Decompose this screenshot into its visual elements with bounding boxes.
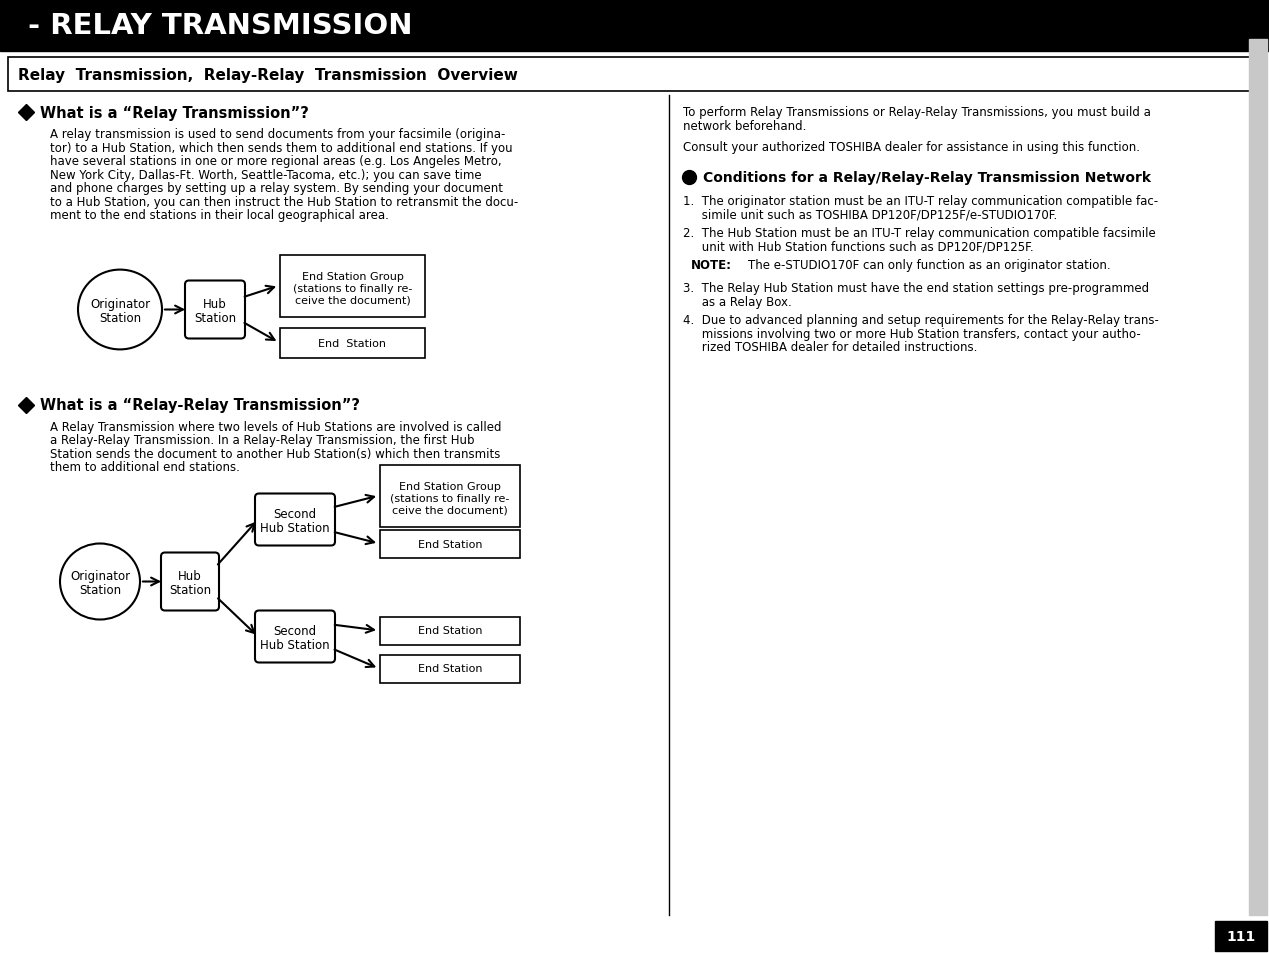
Text: ceive the document): ceive the document) (392, 505, 508, 515)
Text: A Relay Transmission where two levels of Hub Stations are involved is called: A Relay Transmission where two levels of… (49, 420, 501, 433)
Text: Hub: Hub (178, 569, 202, 582)
Text: Station: Station (169, 583, 211, 597)
Text: have several stations in one or more regional areas (e.g. Los Angeles Metro,: have several stations in one or more reg… (49, 154, 501, 168)
Text: them to additional end stations.: them to additional end stations. (49, 460, 240, 474)
Bar (379, 530, 520, 558)
Text: What is a “Relay-Relay Transmission”?: What is a “Relay-Relay Transmission”? (41, 397, 360, 413)
Bar (379, 655, 520, 682)
Text: as a Relay Box.: as a Relay Box. (683, 295, 792, 308)
Text: 4.  Due to advanced planning and setup requirements for the Relay-Relay trans-: 4. Due to advanced planning and setup re… (683, 314, 1159, 327)
Text: Relay  Transmission,  Relay-Relay  Transmission  Overview: Relay Transmission, Relay-Relay Transmis… (18, 68, 518, 82)
Text: Station sends the document to another Hub Station(s) which then transmits: Station sends the document to another Hu… (49, 447, 500, 460)
Text: Hub: Hub (203, 297, 227, 311)
Bar (379, 617, 520, 645)
Text: End Station: End Station (418, 539, 482, 549)
Text: What is a “Relay Transmission”?: What is a “Relay Transmission”? (41, 106, 308, 120)
Text: (stations to finally re-: (stations to finally re- (293, 283, 412, 294)
Text: 111: 111 (1226, 929, 1255, 943)
Text: ceive the document): ceive the document) (294, 295, 410, 305)
Text: Originator: Originator (70, 569, 129, 582)
Text: The e-STUDIO170F can only function as an originator station.: The e-STUDIO170F can only function as an… (732, 258, 1110, 272)
Text: End  Station: End Station (319, 338, 387, 348)
Text: to a Hub Station, you can then instruct the Hub Station to retransmit the docu-: to a Hub Station, you can then instruct … (49, 195, 518, 209)
Bar (0, 0, 1269, 52)
Bar (8, 58, 1261, 91)
Text: unit with Hub Station functions such as DP120F/DP125F.: unit with Hub Station functions such as … (683, 240, 1033, 253)
Text: Second: Second (273, 507, 316, 520)
Text: End Station Group: End Station Group (302, 272, 404, 281)
Text: simile unit such as TOSHIBA DP120F/DP125F/e-STUDIO170F.: simile unit such as TOSHIBA DP120F/DP125… (683, 208, 1057, 221)
Bar (379, 465, 520, 527)
Text: End Station Group: End Station Group (398, 481, 501, 491)
Text: To perform Relay Transmissions or Relay-Relay Transmissions, you must build a: To perform Relay Transmissions or Relay-… (683, 106, 1151, 119)
Text: rized TOSHIBA dealer for detailed instructions.: rized TOSHIBA dealer for detailed instru… (683, 340, 977, 354)
Text: ment to the end stations in their local geographical area.: ment to the end stations in their local … (49, 209, 388, 222)
Text: A relay transmission is used to send documents from your facsimile (origina-: A relay transmission is used to send doc… (49, 128, 505, 141)
Text: NOTE:: NOTE: (690, 258, 732, 272)
Text: Consult your authorized TOSHIBA dealer for assistance in using this function.: Consult your authorized TOSHIBA dealer f… (683, 141, 1140, 153)
Text: and phone charges by setting up a relay system. By sending your document: and phone charges by setting up a relay … (49, 182, 503, 194)
Bar (1214, 921, 1266, 951)
Bar (280, 328, 425, 358)
Text: missions involving two or more Hub Station transfers, contact your autho-: missions involving two or more Hub Stati… (683, 327, 1141, 340)
Bar (280, 255, 425, 317)
Text: 3.  The Relay Hub Station must have the end station settings pre-programmed: 3. The Relay Hub Station must have the e… (683, 282, 1148, 294)
Text: a Relay-Relay Transmission. In a Relay-Relay Transmission, the first Hub: a Relay-Relay Transmission. In a Relay-R… (49, 434, 475, 447)
Text: Hub Station: Hub Station (260, 521, 330, 535)
Text: Conditions for a Relay/Relay-Relay Transmission Network: Conditions for a Relay/Relay-Relay Trans… (703, 171, 1151, 184)
Text: 1.  The originator station must be an ITU-T relay communication compatible fac-: 1. The originator station must be an ITU… (683, 194, 1157, 208)
Text: Station: Station (194, 312, 236, 325)
Text: (stations to finally re-: (stations to finally re- (391, 493, 510, 503)
Text: End Station: End Station (418, 664, 482, 674)
Text: Station: Station (79, 583, 121, 597)
Text: - RELAY TRANSMISSION: - RELAY TRANSMISSION (28, 12, 412, 40)
Text: Originator: Originator (90, 297, 150, 311)
Bar (1249, 40, 1266, 915)
Text: Station: Station (99, 312, 141, 325)
Text: Second: Second (273, 624, 316, 638)
Text: 2.  The Hub Station must be an ITU-T relay communication compatible facsimile: 2. The Hub Station must be an ITU-T rela… (683, 226, 1156, 239)
Text: Hub Station: Hub Station (260, 639, 330, 651)
Text: New York City, Dallas-Ft. Worth, Seattle-Tacoma, etc.); you can save time: New York City, Dallas-Ft. Worth, Seattle… (49, 169, 482, 181)
Text: network beforehand.: network beforehand. (683, 119, 806, 132)
Text: End Station: End Station (418, 626, 482, 636)
Text: tor) to a Hub Station, which then sends them to additional end stations. If you: tor) to a Hub Station, which then sends … (49, 141, 513, 154)
